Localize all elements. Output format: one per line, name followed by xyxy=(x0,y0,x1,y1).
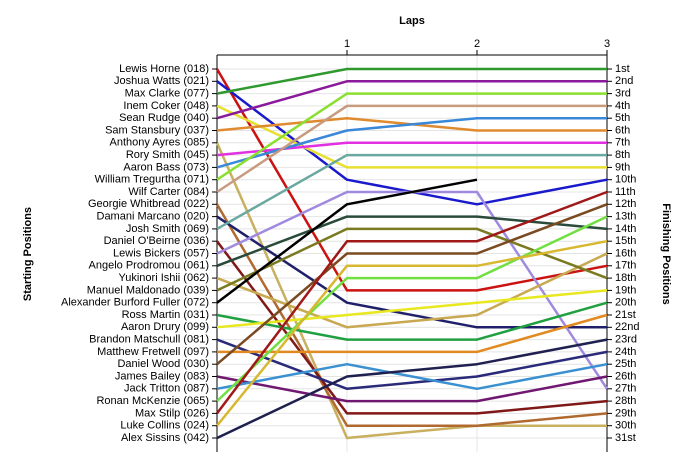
driver-line xyxy=(216,215,607,329)
finishing-label: 6th xyxy=(615,124,630,136)
driver-line xyxy=(216,153,607,230)
driver-line xyxy=(216,215,608,403)
driver-name: Angelo Prodromou (061) xyxy=(89,260,209,272)
finishing-label: 29th xyxy=(615,407,636,419)
finishing-label: 1st xyxy=(615,63,630,75)
finishing-label: 15th xyxy=(615,235,636,247)
driver-line xyxy=(215,68,608,292)
driver-name: Wilf Carter (084) xyxy=(128,186,209,198)
driver-line xyxy=(215,203,608,427)
right-axis-title: Finishing Positions xyxy=(660,203,672,304)
finishing-label: 31st xyxy=(615,432,636,444)
driver-name: Alexander Burford Fuller (072) xyxy=(61,297,209,309)
driver-name: Sam Stansbury (037) xyxy=(105,124,209,136)
driver-name: Daniel Wood (030) xyxy=(117,358,209,370)
finishing-label: 14th xyxy=(615,223,636,235)
driver-line xyxy=(216,104,607,194)
driver-line xyxy=(216,104,607,169)
driver-name: Jack Tritton (087) xyxy=(124,383,209,395)
finishing-label: 8th xyxy=(615,149,630,161)
driver-line xyxy=(216,67,607,95)
finishing-label: 7th xyxy=(615,137,630,149)
driver-name: Georgie Whitbread (022) xyxy=(88,198,209,210)
driver-name: Matthew Fretwell (097) xyxy=(97,346,209,358)
driver-name: Max Clarke (077) xyxy=(125,88,209,100)
driver-line xyxy=(216,338,608,440)
driver-name: Rory Smith (045) xyxy=(126,149,209,161)
driver-name: Manuel Maldonado (039) xyxy=(87,284,209,296)
finishing-label: 22nd xyxy=(615,321,639,333)
finishing-label: 2nd xyxy=(615,75,633,87)
driver-name: Max Stilp (026) xyxy=(135,407,209,419)
driver-line xyxy=(216,252,608,329)
finishing-label: 10th xyxy=(615,174,636,186)
finishing-label: 5th xyxy=(615,112,630,124)
finishing-label: 30th xyxy=(615,420,636,432)
lap-label: 1 xyxy=(344,38,350,50)
driver-line xyxy=(216,80,607,120)
finishing-label: 24th xyxy=(615,346,636,358)
driver-name: Inem Coker (048) xyxy=(123,100,209,112)
finishing-label: 19th xyxy=(615,284,636,296)
driver-name: Anthony Ayres (085) xyxy=(110,137,209,149)
lap-label: 3 xyxy=(604,38,610,50)
finishing-label: 23rd xyxy=(615,334,637,346)
driver-line xyxy=(216,362,608,391)
driver-name: Lewis Bickers (057) xyxy=(113,247,209,259)
driver-name: James Bailey (083) xyxy=(115,370,209,382)
driver-name: William Tregurtha (071) xyxy=(95,174,209,186)
driver-line xyxy=(216,375,608,403)
driver-name: Luke Collins (024) xyxy=(120,420,209,432)
finishing-label: 4th xyxy=(615,100,630,112)
driver-line xyxy=(216,203,608,366)
finishing-label: 25th xyxy=(615,358,636,370)
finishing-label: 9th xyxy=(615,161,630,173)
finishing-label: 3rd xyxy=(615,88,631,100)
finishing-label: 26th xyxy=(615,370,636,382)
driver-line xyxy=(216,190,608,415)
driver-line xyxy=(216,239,608,427)
finishing-label: 21st xyxy=(615,309,636,321)
finishing-label: 27th xyxy=(615,383,636,395)
driver-name: Aaron Bass (073) xyxy=(123,161,209,173)
driver-line xyxy=(216,289,608,329)
finishing-label: 12th xyxy=(615,198,636,210)
finishing-label: 20th xyxy=(615,297,636,309)
driver-line xyxy=(215,142,607,440)
driver-line xyxy=(216,338,608,391)
driver-name: Brandon Matschull (081) xyxy=(89,334,209,346)
finishing-label: 11th xyxy=(615,186,636,198)
driver-line xyxy=(216,178,478,304)
chart-title: Laps xyxy=(399,15,425,27)
driver-line xyxy=(216,215,608,267)
driver-name: Damani Marcano (020) xyxy=(97,211,210,223)
driver-line xyxy=(216,92,607,181)
finishing-label: 18th xyxy=(615,272,636,284)
driver-line xyxy=(217,313,608,354)
driver-name: Daniel O'Beirne (036) xyxy=(104,235,209,247)
driver-name: Lewis Horne (018) xyxy=(119,63,209,75)
driver-name: Sean Rudge (040) xyxy=(119,112,209,124)
driver-name: Josh Smith (069) xyxy=(126,223,209,235)
finishing-label: 17th xyxy=(615,260,636,272)
finishing-label: 28th xyxy=(615,395,636,407)
finishing-label: 16th xyxy=(615,247,636,259)
lap-label: 2 xyxy=(474,38,480,50)
driver-name: Joshua Watts (021) xyxy=(114,75,209,87)
finishing-label: 13th xyxy=(615,211,636,223)
driver-name: Aaron Drury (099) xyxy=(121,321,209,333)
driver-name: Yukinori Ishii (062) xyxy=(119,272,210,284)
driver-name: Alex Sissins (042) xyxy=(121,432,209,444)
driver-name: Ross Martin (031) xyxy=(122,309,209,321)
left-axis-title: Starting Positions xyxy=(22,207,34,301)
driver-name: Ronan McKenzie (065) xyxy=(96,395,209,407)
